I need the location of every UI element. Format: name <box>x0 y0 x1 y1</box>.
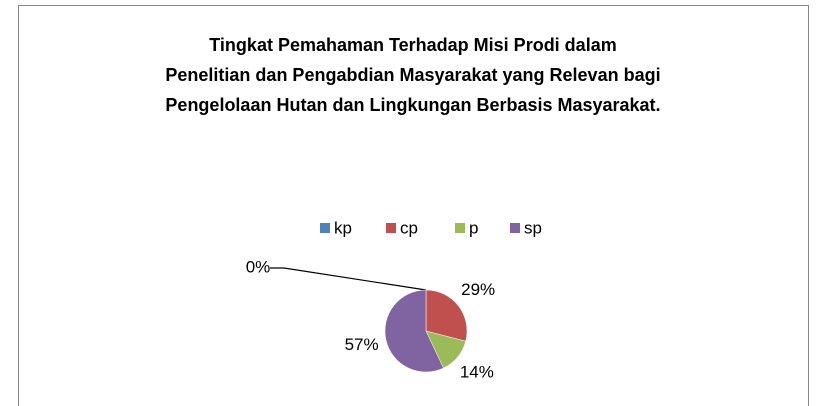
data-label: 57% <box>345 335 379 354</box>
pie-slice <box>425 289 468 342</box>
legend-swatch <box>320 223 330 233</box>
legend-label: sp <box>524 218 542 237</box>
legend-swatch <box>386 223 396 233</box>
legend-swatch <box>455 223 465 233</box>
legend-label: cp <box>400 218 418 237</box>
chart-title: Pengelolaan Hutan dan Lingkungan Berbasi… <box>165 95 660 115</box>
data-label: 0% <box>246 257 271 276</box>
data-label: 14% <box>460 363 494 382</box>
leader-line <box>270 267 427 291</box>
legend-label: p <box>469 218 478 237</box>
chart-title: Tingkat Pemahaman Terhadap Misi Prodi da… <box>209 35 616 55</box>
data-label: 29% <box>461 280 495 299</box>
legend-swatch <box>510 223 520 233</box>
legend-label: kp <box>334 218 352 237</box>
chart-title: Penelitian dan Pengabdian Masyarakat yan… <box>165 65 660 85</box>
pie-slice <box>384 289 444 373</box>
